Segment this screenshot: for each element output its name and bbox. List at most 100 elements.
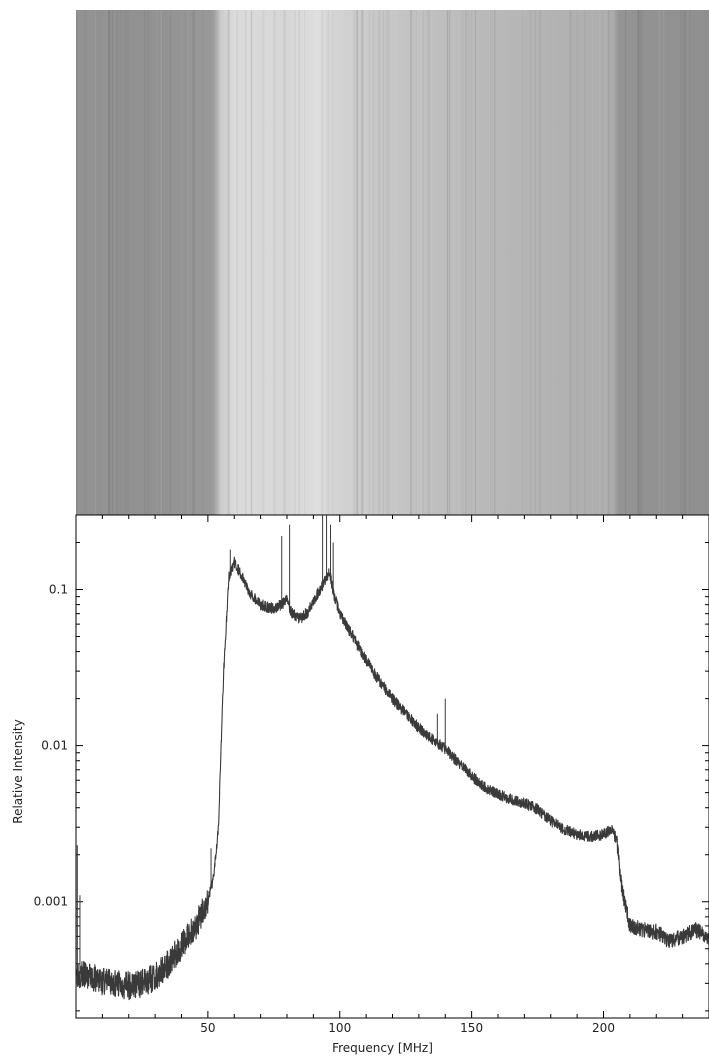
spectrogram-streak — [127, 10, 129, 515]
spectrogram-streak — [428, 10, 430, 515]
spectrogram-streak — [462, 10, 463, 515]
spectrogram-streak — [639, 10, 642, 515]
plot-frame — [75, 514, 709, 1019]
spectrogram-streak — [388, 10, 390, 515]
spectrogram-streak — [427, 10, 428, 515]
spectrogram-streak — [477, 10, 478, 515]
spectrogram-streak — [607, 10, 610, 515]
spectrogram-streak — [283, 10, 285, 515]
spectrogram-streak — [321, 10, 323, 515]
spectrogram-streak — [356, 10, 358, 515]
spectrogram-streak — [476, 10, 478, 515]
spectrogram-streak — [637, 10, 640, 515]
spectrum-line — [75, 556, 709, 1001]
spectrogram-streak — [502, 10, 504, 515]
spectrogram-streak — [534, 10, 536, 515]
x-tick-label: 150 — [460, 1021, 483, 1035]
spectrogram-streak — [465, 10, 467, 515]
spectrogram-streak — [103, 10, 105, 515]
spectrogram-streak — [212, 10, 214, 515]
spectrogram-streak — [315, 10, 317, 515]
spectrogram-streak — [220, 10, 221, 515]
spectrogram-streak — [488, 10, 490, 515]
spectrogram-streak — [183, 10, 184, 515]
y-axis: 0.001 0.01 0.1 — [34, 541, 709, 1012]
spectrogram-streak — [471, 10, 472, 515]
spectrogram-streak — [386, 10, 388, 515]
spectrogram-streak — [680, 10, 682, 515]
spectrogram-streak — [332, 10, 333, 515]
spectrogram-streak — [468, 10, 469, 515]
spectrogram-streak — [490, 10, 491, 515]
spectrogram-streak — [370, 10, 372, 515]
spectrogram-streak — [76, 10, 77, 515]
spectrogram-streak — [152, 10, 153, 515]
spectrogram-streak — [569, 10, 572, 515]
spectrogram-streak — [447, 10, 449, 515]
spectrogram-streak — [421, 10, 423, 515]
spectrogram-streak — [410, 10, 412, 515]
spectrogram-streak — [183, 10, 186, 515]
spectrogram-streak — [269, 10, 272, 515]
spectrogram-streak — [170, 10, 171, 515]
spectrogram-streak — [446, 10, 448, 515]
x-tick-label: 50 — [200, 1021, 215, 1035]
x-tick-label: 200 — [592, 1021, 615, 1035]
spectrogram-streak — [157, 10, 159, 515]
spectrogram-streaks — [76, 10, 691, 515]
y-axis-label: Relative Intensity — [11, 719, 25, 823]
spectrogram-streak — [366, 10, 369, 515]
spectrogram-streak — [676, 10, 678, 515]
spectrogram-streak — [116, 10, 118, 515]
spectrogram-streak — [125, 10, 127, 515]
spectrogram-streak — [192, 10, 194, 515]
spectrogram-streak — [415, 10, 417, 515]
spectrogram-streak — [327, 10, 329, 515]
spectrogram-streak — [410, 10, 413, 515]
spectrogram-streak — [108, 10, 110, 515]
spectrogram-streak — [183, 10, 186, 515]
spectrogram-streak — [88, 10, 89, 515]
spectrogram-streak — [364, 10, 367, 515]
spectrogram-streak — [298, 10, 300, 515]
x-tick-label: 100 — [328, 1021, 351, 1035]
x-axis: 50 100 150 200 — [101, 515, 709, 1035]
spectrogram-streak — [492, 10, 493, 515]
spectrogram-streak — [361, 10, 363, 515]
spike-layer — [76, 515, 446, 975]
spectrogram-streak — [539, 10, 541, 515]
spectrogram-streak — [294, 10, 297, 515]
spectrogram-streak — [108, 10, 110, 515]
spectrogram-streak — [365, 10, 366, 515]
spectrogram-streak — [677, 10, 678, 515]
spectrogram-streak — [294, 10, 296, 515]
spectrogram-streak — [160, 10, 162, 515]
spectrogram-streak — [662, 10, 665, 515]
x-axis-label: Frequency [MHz] — [332, 1041, 433, 1055]
spectrogram-streak — [187, 10, 189, 515]
spectrogram-streak — [501, 10, 503, 515]
spectrogram-streak — [266, 10, 268, 515]
spectrogram-streak — [494, 10, 496, 515]
spectrogram-streak — [304, 10, 305, 515]
spectrogram-streak — [576, 10, 577, 515]
spectrogram-streak — [291, 10, 292, 515]
spectrogram-streak — [262, 10, 264, 515]
spectrogram-streak — [203, 10, 204, 515]
spectrogram-streak — [229, 10, 231, 515]
spectrogram-streak — [613, 10, 615, 515]
spectrogram-streak — [160, 10, 163, 515]
spectrogram-streak — [349, 10, 352, 515]
spectrogram-streak — [141, 10, 142, 515]
spectrogram-streak — [94, 10, 96, 515]
spectrogram-streak — [689, 10, 691, 515]
spectrogram-streak — [584, 10, 586, 515]
spectrogram-streak — [378, 10, 380, 515]
spectrogram-streak — [393, 10, 396, 515]
spectrogram-streak — [598, 10, 601, 515]
spectrogram-streak — [356, 10, 358, 515]
spectrogram-streak — [250, 10, 253, 515]
spectrogram-streak — [592, 10, 594, 515]
spectrogram-streak — [522, 10, 523, 515]
